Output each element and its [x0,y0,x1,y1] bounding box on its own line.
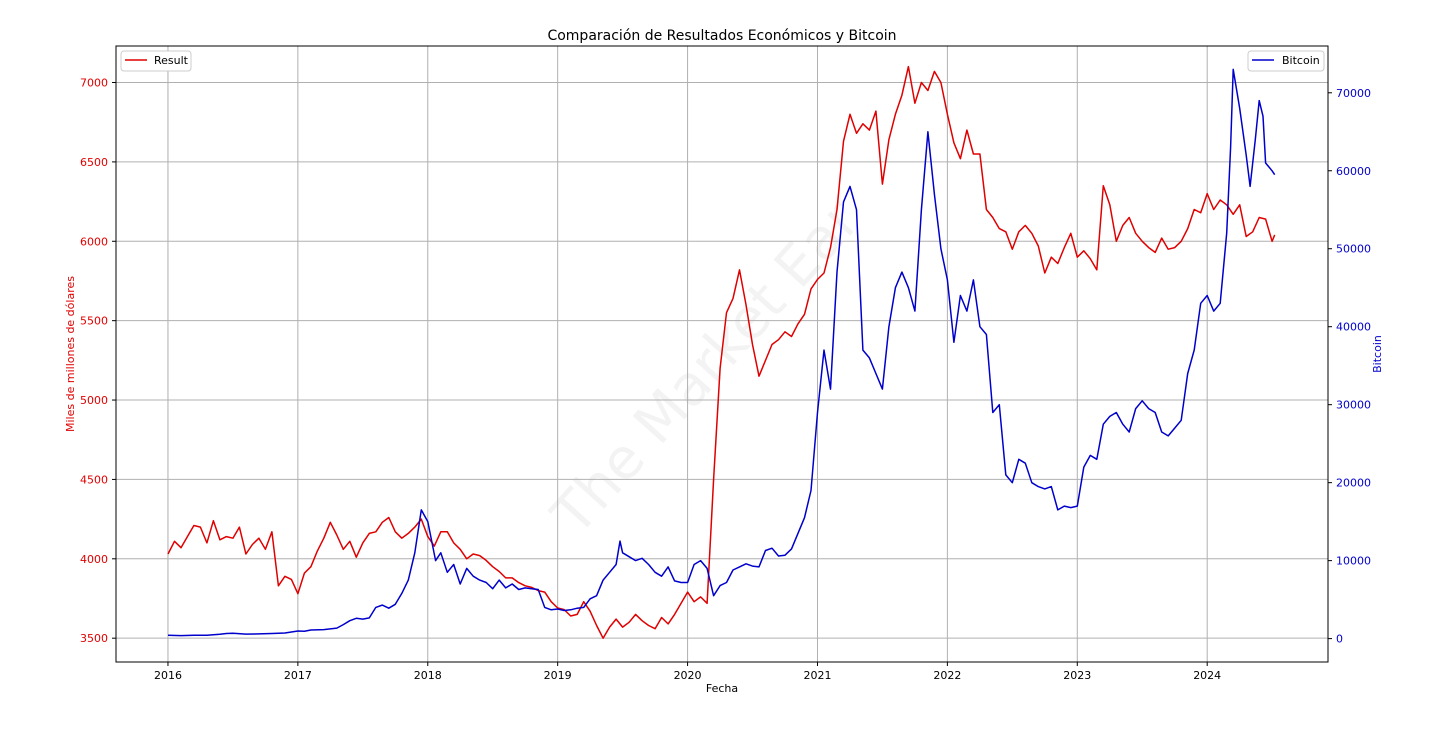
legend-bitcoin-box [1247,50,1325,72]
y-left-tick-label: 3500 [80,632,108,645]
x-tick-label: 2018 [414,669,442,682]
y-right-tick-label: 50000 [1336,243,1371,256]
plot-frame [115,45,1329,663]
series-line-bitcoin [167,68,1276,637]
y-right-tick-label: 0 [1336,633,1343,646]
x-axis-label: Fecha [706,682,738,695]
y-right-tick-label: 40000 [1336,321,1371,334]
y-left-tick-label: 5500 [80,315,108,328]
x-tick-label: 2024 [1193,669,1221,682]
x-tick-label: 2022 [933,669,961,682]
y-right-tick-label: 20000 [1336,477,1371,490]
y-axis-left-label: Miles de millones de dólares [64,276,77,432]
x-axis: 2016 2017 2018 2019 2020 2021 2022 2023 2024 [154,662,1221,682]
y-axis-left: 3500 4000 4500 5000 5500 6000 6500 7000 [80,77,116,645]
x-tick-label: 2023 [1063,669,1091,682]
x-tick-label: 2020 [674,669,702,682]
y-axis-right-label: Bitcoin [1371,335,1384,373]
y-left-tick-label: 6500 [80,156,108,169]
series-result [167,65,1276,639]
y-axis-right: 0 10000 20000 30000 40000 50000 60000 70000 [1328,87,1371,646]
y-left-tick-label: 4000 [80,553,108,566]
legend-result-box [120,50,192,72]
legend-result-label: Result [154,54,189,67]
y-left-tick-label: 5000 [80,394,108,407]
series-bitcoin [167,68,1276,637]
series-line-result [167,65,1276,639]
y-left-tick-label: 7000 [80,77,108,90]
y-right-tick-label: 30000 [1336,399,1371,412]
x-tick-label: 2019 [544,669,572,682]
y-left-tick-label: 6000 [80,235,108,248]
grid [116,46,1328,662]
x-tick-label: 2021 [803,669,831,682]
chart-title: Comparación de Resultados Económicos y B… [547,28,896,44]
y-right-tick-label: 60000 [1336,165,1371,178]
y-right-tick-label: 70000 [1336,87,1371,100]
legend-bitcoin: Bitcoin [1247,50,1325,72]
y-right-tick-label: 10000 [1336,555,1371,568]
legend-bitcoin-label: Bitcoin [1282,54,1320,67]
legend-result: Result [120,50,192,72]
x-tick-label: 2017 [284,669,312,682]
y-left-tick-label: 4500 [80,473,108,486]
x-tick-label: 2016 [154,669,182,682]
